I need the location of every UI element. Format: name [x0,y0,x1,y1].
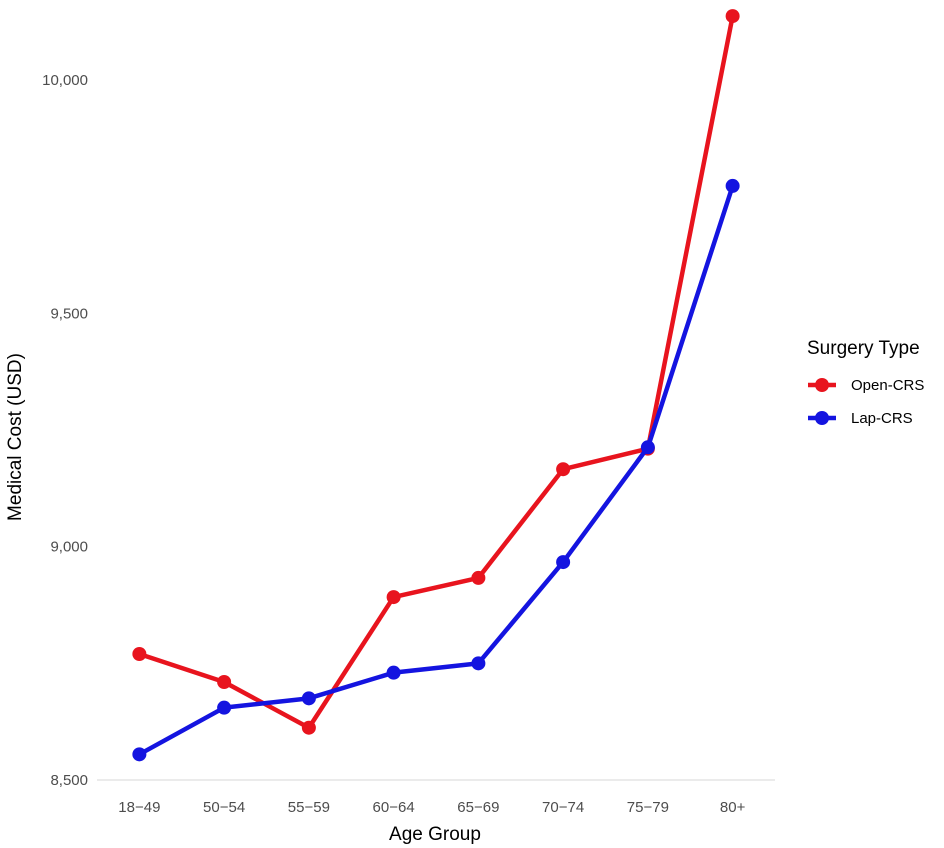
legend-swatch-point [815,411,829,425]
data-point [725,178,740,193]
data-point [640,440,655,455]
legend-title: Surgery Type [807,338,920,359]
data-point [217,675,232,689]
legend-item: Open-CRS [808,377,924,394]
data-point [556,555,571,570]
x-tick-label: 18−49 [118,799,160,816]
legend-item: Lap-CRS [808,410,913,427]
x-tick-label: 50−54 [203,799,245,816]
legend: Surgery Type Open-CRS Lap-CRS [807,338,924,427]
legend-label: Lap-CRS [851,410,913,427]
legend-label: Open-CRS [851,377,924,394]
y-tick-label: 9,500 [50,305,88,322]
series-open-crs [132,9,740,735]
x-tick-label: 75−79 [627,799,669,816]
data-point [132,747,147,762]
x-tick-label: 55−59 [288,799,330,816]
x-tick-label: 60−64 [373,799,415,816]
y-axis: 8,500 9,000 9,500 10,000 [42,72,88,789]
x-axis: 18−49 50−54 55−59 60−64 65−69 70−74 75−79 80+ [118,799,745,816]
x-axis-title: Age Group [389,824,481,845]
x-tick-label: 80+ [720,799,746,816]
y-axis-title: Medical Cost (USD) [5,353,26,521]
series-line [137,183,735,757]
series-layer [132,9,740,762]
legend-swatch-point [815,378,829,392]
data-point [386,665,401,680]
data-point [132,647,147,661]
data-point [386,590,401,605]
data-point [725,9,740,24]
data-point [301,691,316,706]
data-point [471,570,486,585]
data-point [556,462,571,477]
y-tick-label: 10,000 [42,72,88,89]
data-point [471,656,486,671]
series-line [137,13,735,730]
y-tick-label: 8,500 [50,772,88,789]
x-tick-label: 70−74 [542,799,584,816]
series-lap-crs [132,178,740,762]
x-tick-label: 65−69 [457,799,499,816]
data-point [217,700,232,715]
y-tick-label: 9,000 [50,539,88,556]
data-point [301,720,316,735]
